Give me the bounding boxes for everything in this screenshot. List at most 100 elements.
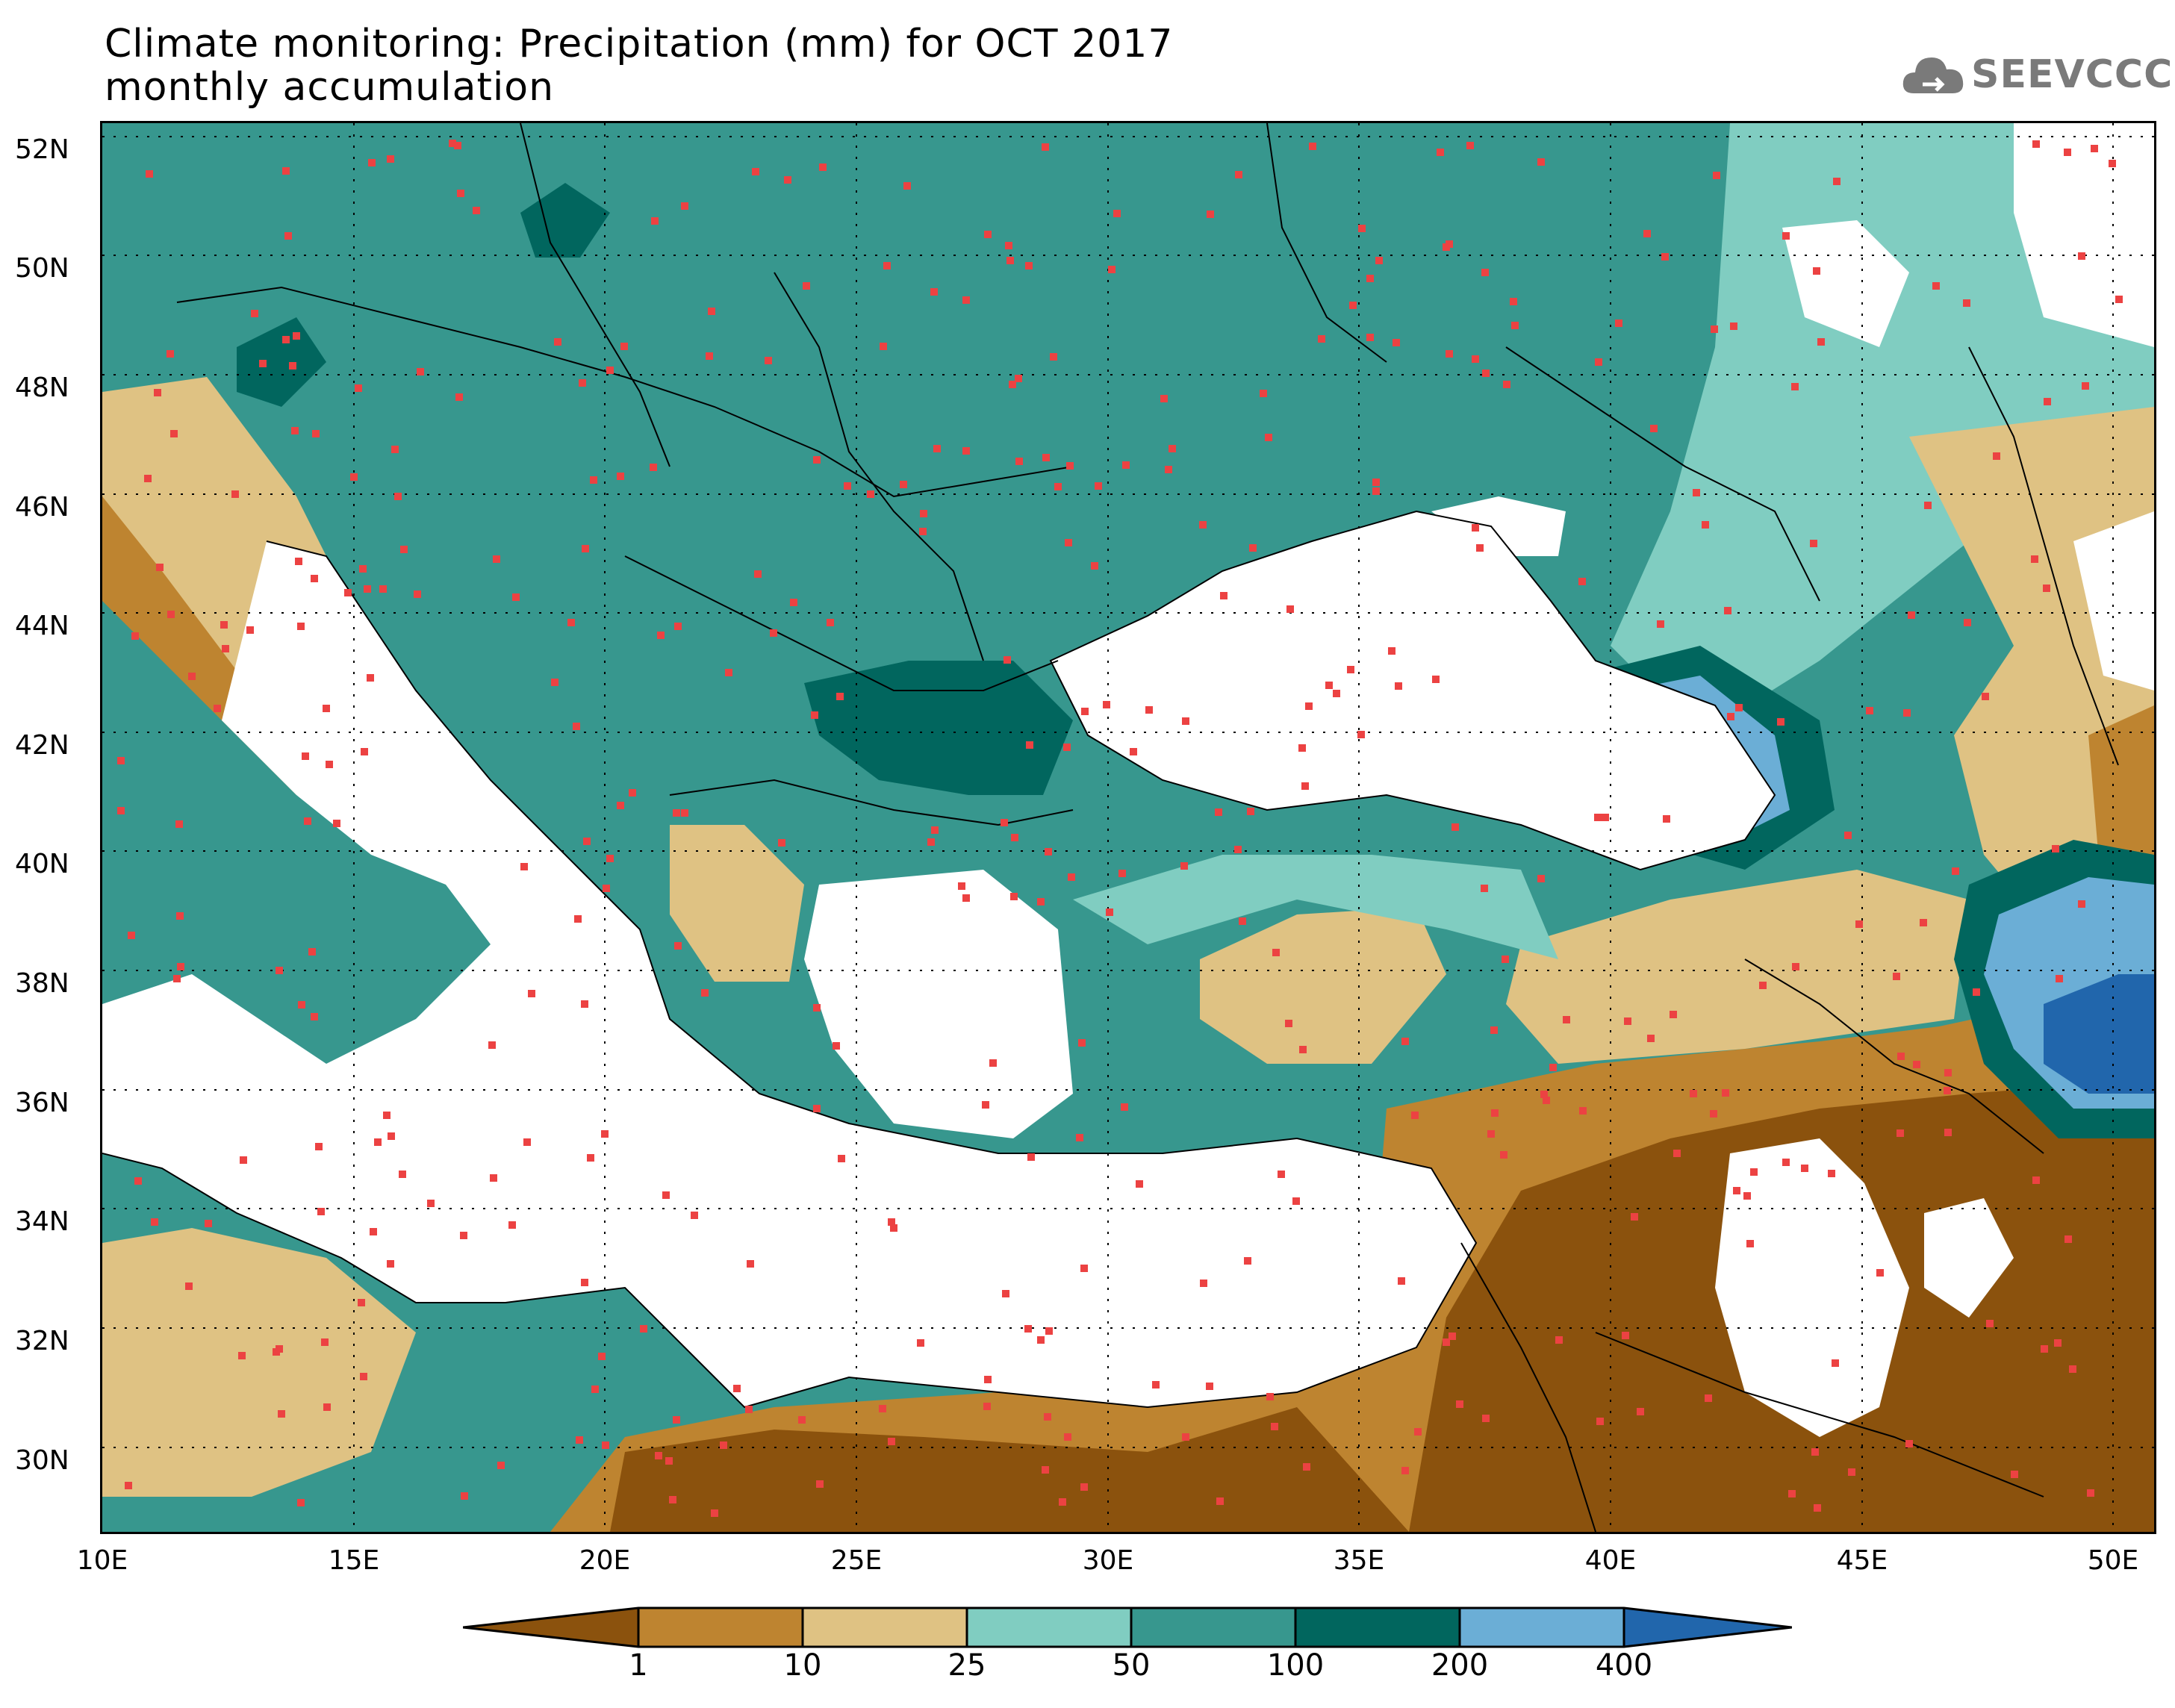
station-marker — [1791, 383, 1799, 390]
lat-label-30n: 30N — [15, 1445, 69, 1476]
station-marker — [1095, 482, 1102, 490]
station-marker — [601, 1130, 609, 1138]
station-marker — [134, 1177, 142, 1185]
station-marker — [1866, 707, 1873, 714]
station-marker — [962, 296, 970, 304]
station-marker — [188, 673, 196, 680]
station-marker — [359, 565, 367, 573]
station-marker — [1136, 1180, 1143, 1188]
station-marker — [1782, 232, 1790, 240]
lat-label-38n: 38N — [15, 968, 69, 999]
station-marker — [790, 599, 797, 606]
station-marker — [1482, 1415, 1490, 1422]
station-marker — [1456, 1400, 1463, 1408]
station-marker — [1810, 540, 1817, 547]
station-marker — [2032, 1176, 2040, 1184]
station-marker — [1347, 666, 1354, 673]
lat-label-40n: 40N — [15, 849, 69, 879]
station-marker — [312, 430, 320, 437]
station-marker — [1122, 461, 1130, 469]
station-marker — [1298, 744, 1306, 752]
station-marker — [725, 669, 732, 676]
station-marker — [984, 231, 992, 238]
station-marker — [1182, 1433, 1189, 1441]
zone-10-25-tunisia — [102, 1228, 416, 1497]
station-marker — [1011, 834, 1018, 841]
station-marker — [2032, 140, 2040, 148]
station-marker — [1002, 1290, 1009, 1297]
station-marker — [989, 1059, 997, 1067]
station-marker — [1001, 819, 1008, 826]
station-marker — [473, 207, 480, 214]
station-marker — [1724, 607, 1731, 614]
station-marker — [917, 1339, 924, 1347]
station-marker — [1130, 748, 1137, 755]
station-marker — [117, 757, 125, 764]
colorbar-label-10: 10 — [783, 1648, 822, 1683]
zone-10-25-anatolia — [1200, 907, 1446, 1064]
station-marker — [673, 809, 680, 817]
aegean-sea — [804, 870, 1073, 1138]
station-marker — [1487, 1130, 1495, 1138]
lat-label-32n: 32N — [15, 1326, 69, 1356]
station-marker — [587, 1154, 594, 1162]
station-marker — [1746, 1240, 1754, 1247]
colorbar-segment-100-200 — [1295, 1608, 1460, 1647]
station-marker — [1903, 709, 1911, 717]
station-marker — [185, 1282, 193, 1290]
station-marker — [1005, 242, 1012, 249]
station-marker — [1042, 1466, 1049, 1474]
station-marker — [629, 789, 636, 797]
lon-label-15e: 15E — [328, 1545, 380, 1576]
caspian-sea-north — [2014, 123, 2154, 347]
station-marker — [1801, 1165, 1808, 1172]
station-marker — [662, 1191, 670, 1199]
station-marker — [1476, 544, 1484, 552]
station-marker — [1661, 253, 1669, 261]
station-marker — [1466, 142, 1474, 149]
station-marker — [1215, 808, 1222, 816]
precipitation-map — [100, 121, 2156, 1534]
station-marker — [1285, 1020, 1292, 1027]
station-marker — [1042, 143, 1049, 151]
station-marker — [778, 839, 785, 847]
colorbar-label-200: 200 — [1431, 1648, 1489, 1683]
station-marker — [1690, 1090, 1697, 1097]
station-marker — [1986, 1320, 1994, 1327]
station-marker — [457, 190, 464, 197]
station-marker — [819, 163, 827, 171]
colorbar-segment-gt400 — [1624, 1608, 1792, 1647]
station-marker — [391, 446, 399, 453]
station-marker — [1103, 701, 1110, 708]
station-marker — [1106, 908, 1113, 916]
station-marker — [1357, 731, 1365, 738]
title-line-2: monthly accumulation — [105, 65, 555, 110]
colorbar — [463, 1606, 1792, 1648]
lat-label-50n: 50N — [15, 253, 69, 284]
station-marker — [512, 593, 520, 601]
station-marker — [803, 282, 810, 290]
station-marker — [364, 585, 371, 593]
station-marker — [367, 674, 374, 682]
station-marker — [1702, 521, 1709, 529]
station-marker — [1650, 425, 1658, 432]
station-marker — [2064, 149, 2071, 156]
station-marker — [1388, 647, 1395, 655]
station-marker — [1206, 1383, 1213, 1390]
station-marker — [617, 802, 624, 809]
station-marker — [813, 456, 821, 464]
station-marker — [1301, 782, 1309, 790]
station-marker — [1631, 1213, 1638, 1221]
station-marker — [1200, 1280, 1207, 1287]
station-marker — [1563, 1016, 1570, 1023]
station-marker — [1199, 521, 1207, 529]
station-marker — [1637, 1408, 1644, 1415]
station-marker — [827, 619, 834, 626]
station-marker — [1375, 257, 1383, 264]
station-marker — [958, 882, 965, 890]
station-marker — [651, 217, 659, 225]
station-marker — [1451, 823, 1459, 831]
station-marker — [1813, 267, 1820, 275]
station-marker — [583, 838, 591, 845]
station-marker — [962, 447, 970, 455]
